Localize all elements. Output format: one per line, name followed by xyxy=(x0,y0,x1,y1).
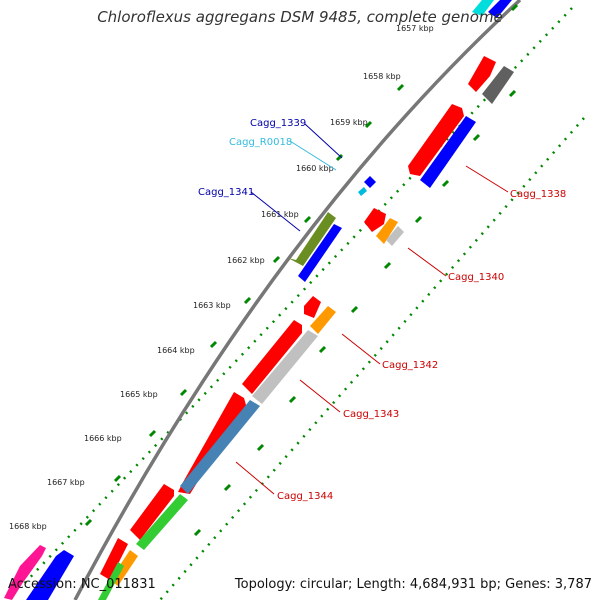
gene-1347a[interactable] xyxy=(4,545,46,600)
tick-label-1667: 1667 kbp xyxy=(47,478,85,487)
gene-1343a[interactable] xyxy=(242,320,302,394)
leader-lines xyxy=(235,123,509,495)
tick-label-1658: 1658 kbp xyxy=(363,72,401,81)
gene-1342a[interactable] xyxy=(304,296,321,318)
gene-label-cagg-1338[interactable]: Cagg_1338 xyxy=(510,189,566,200)
genome-backbone xyxy=(73,0,522,600)
gene-1342b[interactable] xyxy=(310,306,336,334)
gene-1346a[interactable] xyxy=(100,538,128,580)
gene-1338c[interactable] xyxy=(408,104,464,176)
gene-1338a[interactable] xyxy=(468,56,496,92)
tick-label-1665: 1665 kbp xyxy=(120,390,158,399)
tick-labels: 1657 kbp 1658 kbp 1659 kbp 1660 kbp 1661… xyxy=(9,24,434,531)
gene-1341b[interactable] xyxy=(298,224,342,282)
gene-1340a[interactable] xyxy=(364,208,386,232)
gene-r0018[interactable] xyxy=(358,187,367,196)
gene-1339[interactable] xyxy=(364,176,376,188)
gene-1338d[interactable] xyxy=(420,116,476,188)
gene-1340c[interactable] xyxy=(386,226,404,246)
gene-label-cagg-1339[interactable]: Cagg_1339 xyxy=(250,118,306,129)
genome-summary-text: Topology: circular; Length: 4,684,931 bp… xyxy=(234,577,592,592)
gene-labels: Cagg_1339 Cagg_R0018 Cagg_1341 Cagg_1338… xyxy=(198,118,566,502)
tick-label-1660: 1660 kbp xyxy=(296,164,334,173)
tick-ring-outer xyxy=(19,7,573,589)
gene-r0017[interactable] xyxy=(472,0,494,16)
tick-marks xyxy=(84,3,519,537)
gene-label-cagg-r0018[interactable]: Cagg_R0018 xyxy=(229,137,292,148)
tick-label-1664: 1664 kbp xyxy=(157,346,195,355)
gene-1346c[interactable] xyxy=(98,562,124,600)
gene-1340b[interactable] xyxy=(376,218,398,244)
tick-label-1668: 1668 kbp xyxy=(9,522,47,531)
gene-1337a[interactable] xyxy=(488,0,512,18)
tick-label-1662: 1662 kbp xyxy=(227,256,265,265)
gene-1341[interactable] xyxy=(288,212,336,266)
gene-1343b[interactable] xyxy=(252,330,318,404)
map-title: Chloroflexus aggregans DSM 9485, complet… xyxy=(97,8,503,26)
genes-inner xyxy=(98,56,514,600)
gene-1338b[interactable] xyxy=(482,66,514,104)
gene-1345b[interactable] xyxy=(136,494,188,550)
gene-1344b[interactable] xyxy=(180,400,260,494)
gene-label-cagg-1340[interactable]: Cagg_1340 xyxy=(448,272,504,283)
gene-1345a[interactable] xyxy=(130,484,174,540)
tick-label-1657: 1657 kbp xyxy=(396,24,434,33)
tick-label-1663: 1663 kbp xyxy=(193,301,231,310)
gene-label-cagg-1341[interactable]: Cagg_1341 xyxy=(198,187,254,198)
gene-label-cagg-1342[interactable]: Cagg_1342 xyxy=(382,360,438,371)
gene-1347b[interactable] xyxy=(26,550,74,600)
tick-label-1659: 1659 kbp xyxy=(330,118,368,127)
gene-label-cagg-1344[interactable]: Cagg_1344 xyxy=(277,491,333,502)
tick-label-1666: 1666 kbp xyxy=(84,434,122,443)
gene-label-cagg-1343[interactable]: Cagg_1343 xyxy=(343,409,399,420)
accession-text: Accession: NC_011831 xyxy=(8,577,156,592)
